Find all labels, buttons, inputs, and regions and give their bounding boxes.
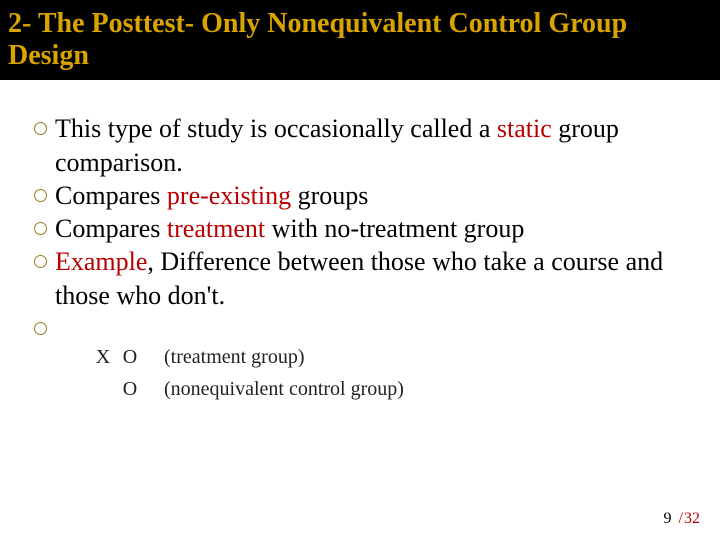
- bullet-highlight: treatment: [167, 214, 265, 243]
- page-total: 32: [684, 510, 700, 527]
- bullet-text: Example, Difference between those who ta…: [55, 245, 690, 312]
- title-bar: 2- The Posttest- Only Nonequivalent Cont…: [0, 0, 720, 80]
- circle-bullet-icon: [34, 189, 47, 202]
- bullet-text: Compares pre-existing groups: [55, 179, 368, 212]
- bullet-item: Compares pre-existing groups: [34, 179, 690, 212]
- page-current: 9: [664, 510, 672, 527]
- page-number: 9 /32: [664, 510, 700, 528]
- diagram-row: X O (treatment group): [92, 341, 690, 373]
- bullet-item: Compares treatment with no-treatment gro…: [34, 212, 690, 245]
- bullet-item: Example, Difference between those who ta…: [34, 245, 690, 312]
- diagram-o: O: [119, 373, 141, 405]
- circle-bullet-icon: [34, 255, 47, 268]
- page-separator: /: [679, 510, 683, 527]
- bullet-pre: Compares: [55, 181, 167, 210]
- slide-title: 2- The Posttest- Only Nonequivalent Cont…: [8, 8, 712, 72]
- bullet-item: This type of study is occasionally calle…: [34, 112, 690, 179]
- bullet-post: groups: [291, 181, 368, 210]
- bullet-highlight: Example: [55, 247, 147, 276]
- design-diagram: X O (treatment group) O (nonequivalent c…: [92, 341, 690, 405]
- bullet-highlight: pre-existing: [167, 181, 291, 210]
- bullet-pre: This type of study is occasionally calle…: [55, 114, 497, 143]
- diagram-row: O (nonequivalent control group): [92, 373, 690, 405]
- bullet-pre: Compares: [55, 214, 167, 243]
- circle-bullet-icon: [34, 222, 47, 235]
- circle-bullet-icon: [34, 322, 47, 335]
- bullet-post: , Difference between those who take a co…: [55, 247, 663, 309]
- diagram-x: X: [92, 341, 114, 373]
- bullet-highlight: static: [497, 114, 552, 143]
- bullet-text: Compares treatment with no-treatment gro…: [55, 212, 524, 245]
- diagram-label: (nonequivalent control group): [164, 378, 404, 400]
- diagram-o: O: [119, 341, 141, 373]
- bullet-text: This type of study is occasionally calle…: [55, 112, 690, 179]
- bullet-item: [34, 312, 690, 335]
- circle-bullet-icon: [34, 122, 47, 135]
- diagram-label: (treatment group): [164, 346, 305, 368]
- bullet-post: with no-treatment group: [265, 214, 524, 243]
- slide-content: This type of study is occasionally calle…: [0, 80, 720, 405]
